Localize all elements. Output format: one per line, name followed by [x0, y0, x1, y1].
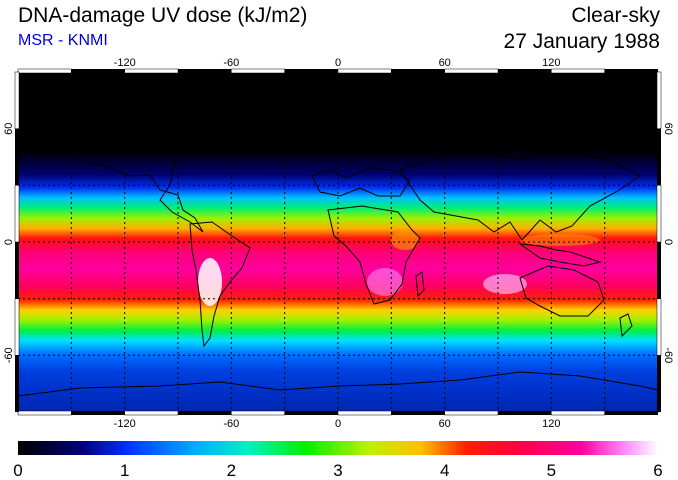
lon-label-top: -120 [114, 57, 136, 69]
europe-coast [311, 167, 411, 197]
colorbar [18, 441, 658, 455]
lon-label-bottom: 120 [542, 418, 560, 430]
madagascar-coast [415, 271, 425, 298]
chart-title: DNA-damage UV dose (kJ/m2) [18, 4, 308, 27]
colorbar-label: 1 [120, 461, 129, 480]
new-zealand-coast [619, 313, 633, 338]
lon-label-top: -60 [223, 57, 239, 69]
colorbar-label: 5 [547, 461, 556, 480]
frame-ticks [14, 68, 662, 416]
colorbar-label: 4 [440, 461, 449, 480]
maritime-continent-band [520, 234, 600, 246]
lat-labels-right: 60 0 -60 [662, 123, 674, 364]
east-africa-highland [391, 230, 419, 250]
indonesia-coast [518, 243, 602, 267]
lon-label-top: 60 [439, 57, 451, 69]
lat-label-left: 0 [3, 239, 15, 245]
source-label: MSR - KNMI [18, 32, 108, 49]
lon-labels-top: -120 -60 0 60 120 [114, 57, 561, 69]
asia-coast [399, 149, 641, 241]
lon-label-bottom: 0 [335, 418, 341, 430]
graticule [18, 72, 658, 412]
antarctica-coast [18, 371, 658, 397]
lon-label-top: 0 [335, 57, 341, 69]
lat-label-right: 0 [662, 239, 674, 245]
sky-condition-label: Clear-sky [571, 4, 660, 27]
lon-label-bottom: 60 [439, 418, 451, 430]
coastlines [18, 91, 658, 397]
date-label: 27 January 1988 [503, 30, 660, 53]
colorbar-label: 2 [227, 461, 236, 480]
lon-labels-bottom: -120 -60 0 60 120 [114, 418, 561, 430]
lat-label-left: 60 [3, 123, 15, 135]
lon-label-top: 120 [542, 57, 560, 69]
colorbar-label: 6 [653, 461, 662, 480]
africa-coast [327, 205, 421, 305]
lat-label-right: 60 [662, 123, 674, 135]
lat-label-left: -60 [3, 347, 15, 363]
australia-hotspot [483, 274, 527, 294]
colorbar-label: 0 [13, 461, 22, 480]
andes-white-hotspot [198, 258, 222, 306]
greenland-coast [249, 91, 301, 133]
lat-label-right: -60 [662, 347, 674, 363]
colorbar-labels: 0 1 2 3 4 5 6 [13, 461, 662, 480]
lon-label-bottom: -60 [223, 418, 239, 430]
lon-label-bottom: -120 [114, 418, 136, 430]
south-america-coast [189, 221, 251, 348]
north-america-coast [38, 129, 204, 233]
australia-coast [519, 265, 605, 317]
lat-labels-left: 60 0 -60 [3, 123, 15, 364]
colorbar-label: 3 [333, 461, 342, 480]
africa-hotspot [367, 268, 403, 296]
